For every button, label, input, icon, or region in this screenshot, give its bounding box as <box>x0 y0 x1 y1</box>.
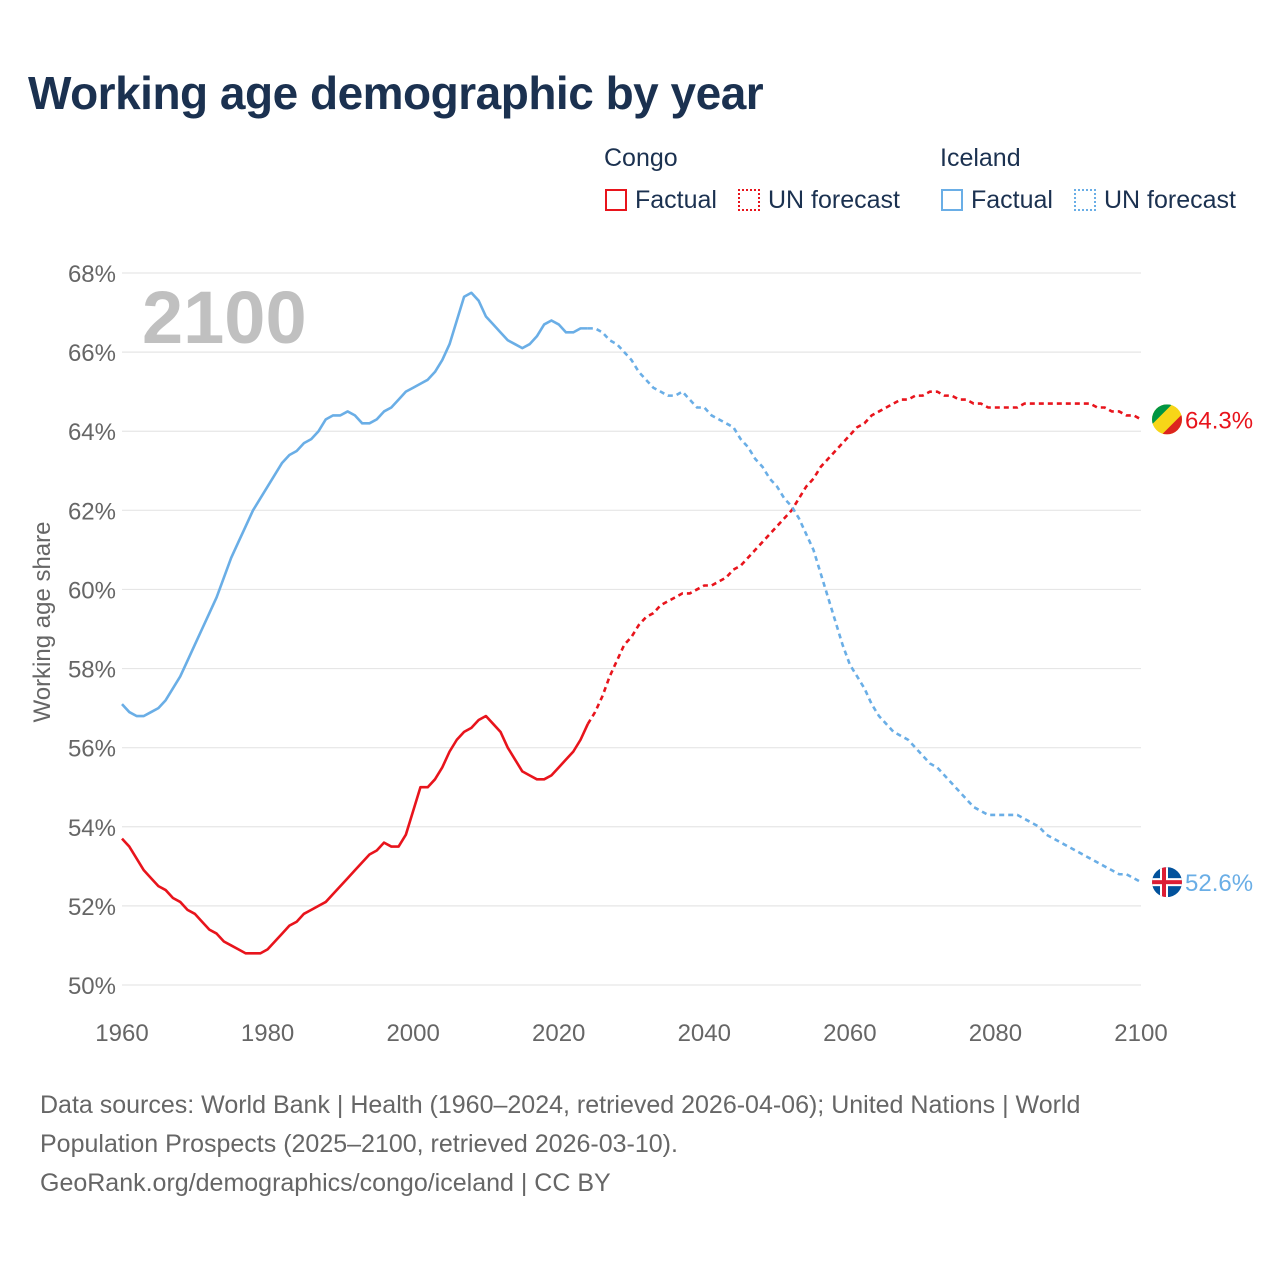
congo-end-value-label: 64.3% <box>1185 407 1253 434</box>
end-markers: 64.3% 52.6% <box>1152 404 1253 898</box>
legend-label: Factual <box>635 185 717 214</box>
x-tick-label: 1980 <box>241 1020 294 1047</box>
congo-forecast-line <box>586 390 1142 725</box>
x-tick-label: 2020 <box>532 1020 585 1047</box>
y-tick-label: 68% <box>68 261 116 288</box>
x-tick-label: 2060 <box>823 1020 876 1047</box>
legend-congo-title: Congo <box>604 144 678 172</box>
legend-congo-forecast[interactable]: UN forecast <box>738 185 900 215</box>
x-tick-label: 1960 <box>95 1020 148 1047</box>
x-tick-label: 2000 <box>386 1020 439 1047</box>
legend-iceland-forecast[interactable]: UN forecast <box>1074 185 1236 215</box>
x-tick-label: 2040 <box>678 1020 731 1047</box>
iceland-end-value-label: 52.6% <box>1185 870 1253 897</box>
y-tick-label: 66% <box>68 340 116 367</box>
legend-label: UN forecast <box>768 185 900 214</box>
footer-sources-line2: Population Prospects (2025–2100, retriev… <box>40 1130 678 1158</box>
gridlines <box>122 272 1141 986</box>
line-chart: 50% 52% 54% 56% 58% 60% 62% 64% 66% 68% 1960 1980 2… <box>29 261 1253 1047</box>
chart-title: Working age demographic by year <box>28 67 764 119</box>
legend-label: UN forecast <box>1104 185 1236 214</box>
congo-factual-line <box>121 714 590 955</box>
y-tick-label: 58% <box>68 657 116 684</box>
legend-label: Factual <box>971 185 1053 214</box>
x-tick-label: 2080 <box>969 1020 1022 1047</box>
iceland-forecast-line <box>587 327 1142 884</box>
footer-sources-line1: Data sources: World Bank | Health (1960–… <box>40 1091 1081 1119</box>
footer-attribution[interactable]: GeoRank.org/demographics/congo/iceland |… <box>40 1169 611 1197</box>
y-tick-label: 62% <box>68 498 116 525</box>
legend-swatch-congo-factual <box>605 189 627 211</box>
y-axis-ticks: 50% 52% 54% 56% 58% 60% 62% 64% 66% 68% <box>68 261 116 1000</box>
y-tick-label: 54% <box>68 815 116 842</box>
iceland-flag-icon <box>1152 867 1182 898</box>
y-tick-label: 64% <box>68 419 116 446</box>
legend-congo-factual[interactable]: Factual <box>605 185 717 215</box>
year-watermark: 2100 <box>142 276 307 359</box>
legend-swatch-iceland-forecast <box>1074 189 1096 211</box>
y-tick-label: 50% <box>68 973 116 1000</box>
y-tick-label: 60% <box>68 577 116 604</box>
legend-swatch-congo-forecast <box>738 189 760 211</box>
y-tick-label: 56% <box>68 736 116 763</box>
congo-flag-icon <box>1152 404 1182 435</box>
legend-iceland-factual[interactable]: Factual <box>941 185 1053 215</box>
x-axis-ticks: 1960 1980 2000 2020 2040 2060 2080 2100 <box>95 1020 1167 1047</box>
legend-swatch-iceland-factual <box>941 189 963 211</box>
y-axis-label: Working age share <box>29 522 56 723</box>
iceland-factual-line <box>121 291 588 718</box>
footer: Data sources: World Bank | Health (1960–… <box>40 1086 1240 1203</box>
series-lines <box>121 291 1142 955</box>
x-tick-label: 2100 <box>1114 1020 1167 1047</box>
y-tick-label: 52% <box>68 894 116 921</box>
legend-iceland-title: Iceland <box>940 144 1021 172</box>
